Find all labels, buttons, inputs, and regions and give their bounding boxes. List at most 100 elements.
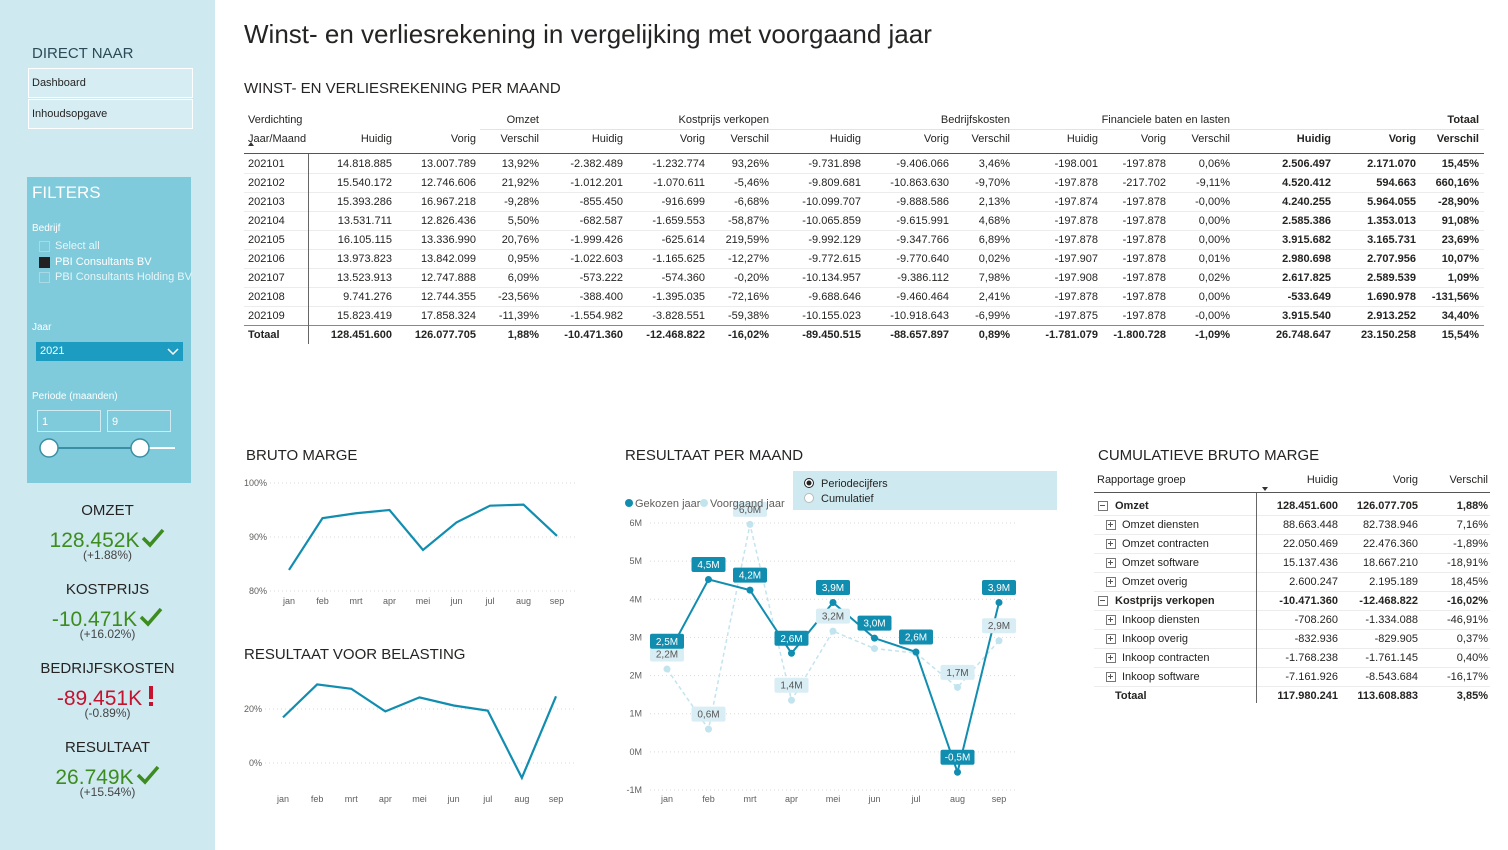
input[interactable]: 1 bbox=[37, 410, 101, 432]
y-tick-label: 1M bbox=[629, 709, 642, 719]
table-cell: 23,69% bbox=[1441, 234, 1479, 246]
table-cell: -197.878 bbox=[1054, 215, 1098, 227]
slider-handle[interactable] bbox=[130, 438, 150, 458]
table-cell: -9.888.586 bbox=[896, 196, 949, 208]
kpi-value-text: 26.749K bbox=[55, 766, 134, 789]
data-label: 2,2M bbox=[656, 650, 678, 661]
data-label: 3,0M bbox=[863, 619, 885, 630]
kpi-value-text: -89.451K bbox=[56, 687, 143, 710]
group-row-cell: 128.451.600 bbox=[1276, 500, 1338, 512]
point bbox=[788, 649, 795, 657]
x-tick-label: apr bbox=[379, 794, 392, 804]
row-cell: 18.667.210 bbox=[1362, 557, 1418, 569]
total-cell: 117.980.241 bbox=[1277, 690, 1338, 702]
expand-icon[interactable] bbox=[1098, 501, 1108, 511]
checkbox-label[interactable]: PBI Consultants Holding BV bbox=[55, 271, 192, 283]
kpi-label: KOSTPRIJS bbox=[65, 581, 150, 598]
column-header: Rapportage groep bbox=[1097, 474, 1186, 486]
data-label-box bbox=[857, 615, 892, 631]
expand-icon[interactable] bbox=[1106, 672, 1116, 682]
table-cell: -5,46% bbox=[734, 177, 769, 189]
table-cell: 202106 bbox=[248, 253, 285, 265]
kpi-value-text: -10.471K bbox=[51, 608, 138, 631]
checkbox[interactable] bbox=[39, 272, 50, 283]
row-cell: -1.334.088 bbox=[1365, 614, 1418, 626]
x-tick-label: jun bbox=[867, 794, 880, 804]
data-label-box bbox=[899, 629, 933, 645]
check bbox=[139, 607, 163, 627]
table-cell: -11,39% bbox=[498, 310, 539, 322]
column-header: Huidig bbox=[829, 133, 861, 145]
nav-button[interactable]: Inhoudsopgave bbox=[28, 99, 193, 129]
expand-icon[interactable] bbox=[1106, 634, 1116, 644]
checkbox[interactable] bbox=[39, 256, 50, 268]
x-tick-label: jul bbox=[910, 794, 920, 804]
line bbox=[666, 524, 1000, 732]
expand-icon[interactable] bbox=[1106, 558, 1116, 568]
expand-icon-bar bbox=[1100, 600, 1105, 601]
radio-label[interactable]: Cumulatief bbox=[821, 493, 875, 505]
kpi-label: RESULTAAT bbox=[64, 739, 150, 756]
dropdown[interactable]: 2021 bbox=[36, 342, 183, 361]
table-cell: -682.587 bbox=[579, 215, 623, 227]
alert-icon bbox=[149, 686, 154, 706]
group-row-label: Kostprijs verkopen bbox=[1115, 595, 1215, 607]
table-cell: -9.460.464 bbox=[896, 291, 949, 303]
kpi-value: 26.749K bbox=[0, 764, 215, 790]
checkbox-label[interactable]: PBI Consultants BV bbox=[55, 255, 152, 268]
legend-label: Gekozen jaar bbox=[635, 498, 701, 510]
table-cell: 93,26% bbox=[731, 158, 769, 170]
table-cell: -10.099.707 bbox=[802, 196, 861, 208]
table-cell: 202102 bbox=[248, 177, 285, 189]
rule bbox=[1094, 534, 1490, 535]
x-tick-label: mrt bbox=[744, 794, 757, 804]
table-cell: 3,46% bbox=[978, 158, 1010, 170]
column-header: Vorig bbox=[450, 133, 476, 145]
x-tick-label: apr bbox=[383, 596, 396, 606]
table-cell: -9.731.898 bbox=[808, 158, 861, 170]
x-tick-label: mei bbox=[412, 794, 427, 804]
table-cell: 594.663 bbox=[1376, 177, 1416, 189]
expand-icon[interactable] bbox=[1106, 539, 1116, 549]
radio[interactable] bbox=[804, 493, 814, 503]
table-cell: 15.393.286 bbox=[336, 196, 392, 208]
point bbox=[912, 648, 920, 656]
checkbox[interactable] bbox=[39, 241, 50, 252]
group-header: Verdichting bbox=[248, 114, 303, 126]
expand-icon[interactable] bbox=[1098, 596, 1108, 606]
legend-label: Voorgaand jaar bbox=[710, 498, 785, 510]
data-label: 3,9M bbox=[988, 583, 1010, 594]
table-cell: -28,90% bbox=[1438, 196, 1479, 208]
radio-dot bbox=[806, 480, 812, 486]
slider-handle[interactable] bbox=[39, 438, 59, 458]
row-cell: -708.260 bbox=[1294, 614, 1338, 626]
total-cell: 126.077.705 bbox=[414, 329, 476, 341]
table-cell: -625.614 bbox=[661, 234, 705, 246]
checkbox-label[interactable]: Select all bbox=[55, 240, 100, 252]
table-cell: -6,68% bbox=[734, 196, 769, 208]
table-cell: 14.818.885 bbox=[336, 158, 392, 170]
data-label: 2,5M bbox=[656, 637, 678, 648]
table-cell: -1.165.625 bbox=[652, 253, 705, 265]
input[interactable]: 9 bbox=[107, 410, 171, 432]
expand-icon[interactable] bbox=[1106, 615, 1116, 625]
expand-icon[interactable] bbox=[1106, 520, 1116, 530]
table-cell: -217.702 bbox=[1122, 177, 1166, 189]
expand-icon[interactable] bbox=[1106, 577, 1116, 587]
chart-title: BRUTO MARGE bbox=[246, 447, 357, 464]
table-cell: 3.915.540 bbox=[1282, 310, 1331, 322]
table-cell: -9.386.112 bbox=[897, 272, 949, 284]
table-cell: 202109 bbox=[248, 310, 285, 322]
table-cell: -10.155.023 bbox=[802, 310, 861, 322]
nav-button[interactable]: Dashboard bbox=[28, 68, 193, 98]
radio-label[interactable]: Periodecijfers bbox=[821, 478, 888, 490]
row-cell: 22.050.469 bbox=[1282, 538, 1338, 550]
column-header: Verschil bbox=[971, 133, 1010, 145]
table-cell: 13.523.913 bbox=[336, 272, 392, 284]
kpi-value-text: 128.452K bbox=[49, 529, 140, 552]
expand-icon[interactable] bbox=[1106, 653, 1116, 663]
table-cell: -9.809.681 bbox=[808, 177, 861, 189]
y-tick-label: 4M bbox=[629, 594, 642, 604]
table-cell: 0,02% bbox=[978, 253, 1010, 265]
